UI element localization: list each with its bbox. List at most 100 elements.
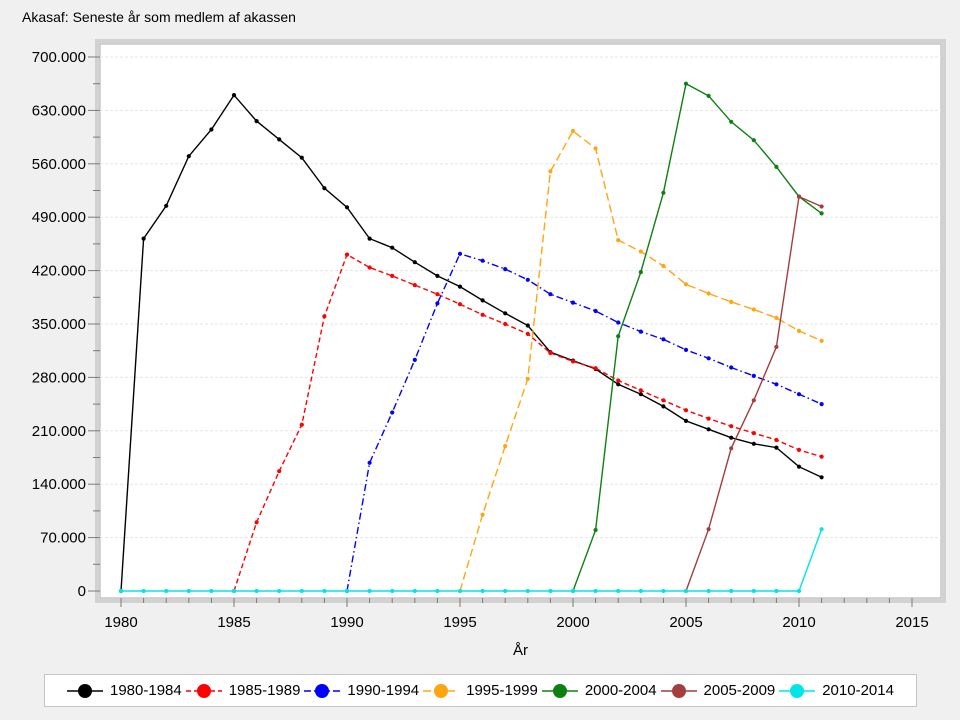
series-marker-2005-2009 <box>774 344 779 349</box>
series-marker-1980-1984 <box>638 392 643 397</box>
series-marker-2005-2009 <box>819 204 824 209</box>
x-tick-label: 1990 <box>330 614 363 631</box>
series-marker-1990-1994 <box>570 300 576 305</box>
series-marker-2000-2004 <box>593 527 598 533</box>
legend-item-2010-2014: 2010-2014 <box>779 682 894 699</box>
series-marker-2005-2009 <box>751 398 756 403</box>
series-marker-1995-1999 <box>819 338 824 343</box>
series-marker-2010-2014 <box>457 588 463 594</box>
series-marker-1980-1984 <box>209 127 214 132</box>
legend-label: 1995-1999 <box>466 682 538 699</box>
legend-dot <box>552 683 567 698</box>
series-marker-1980-1984 <box>457 284 463 289</box>
series-marker-2005-2009 <box>706 527 711 532</box>
series-marker-1990-1994 <box>503 267 508 272</box>
series-line-2010-2014 <box>121 528 823 592</box>
series-marker-2010-2014 <box>480 588 485 594</box>
series-marker-1985-1989 <box>729 424 734 429</box>
legend-label: 2005-2009 <box>703 682 776 699</box>
series-marker-2000-2004 <box>661 190 666 195</box>
series-marker-2010-2014 <box>435 588 440 594</box>
series-marker-2010-2014 <box>638 588 643 594</box>
series-marker-2010-2014 <box>186 588 191 594</box>
plot-frame-outer <box>95 39 946 603</box>
series-marker-1995-1999 <box>796 328 802 333</box>
series-marker-2010-2014 <box>344 588 350 594</box>
series-marker-2010-2014 <box>118 588 124 594</box>
series-marker-2000-2004 <box>774 164 779 169</box>
series-marker-1980-1984 <box>819 475 824 480</box>
series-2010-2014 <box>118 527 824 594</box>
series-marker-1985-1989 <box>706 416 711 421</box>
series-marker-2010-2014 <box>706 588 711 594</box>
series-marker-2010-2014 <box>412 588 417 594</box>
series-marker-2000-2004 <box>751 138 756 143</box>
gridlines <box>100 56 941 539</box>
series-marker-1985-1989 <box>344 252 350 257</box>
series-line-1980-1984 <box>120 93 822 592</box>
series-marker-1985-1989 <box>548 350 553 356</box>
series-marker-1980-1984 <box>412 260 417 265</box>
legend-marker-icon <box>185 683 222 698</box>
series-marker-2010-2014 <box>503 588 508 594</box>
plot-area: 0 70.000 140.000 210.000 280.000 350.000 420.0… <box>32 39 946 659</box>
y-tick-label: 210.000 <box>32 423 86 440</box>
x-tick-label: 1980 <box>104 614 137 631</box>
legend-item-1995-1999: 1995-1999 <box>423 682 538 699</box>
series-marker-1995-1999 <box>729 299 734 304</box>
series-marker-2010-2014 <box>254 588 259 594</box>
series-marker-1995-1999 <box>706 291 711 296</box>
series-marker-1980-1984 <box>186 154 191 159</box>
series-marker-2010-2014 <box>593 588 598 594</box>
series-marker-1980-1984 <box>367 236 372 241</box>
series-marker-1980-1984 <box>480 298 485 303</box>
series-marker-1980-1984 <box>141 236 146 241</box>
series-marker-1980-1984 <box>390 245 395 250</box>
legend-dot <box>671 683 686 698</box>
y-tick-label: 140.000 <box>32 476 86 493</box>
series-marker-2010-2014 <box>141 588 146 594</box>
y-tick-label: 700.000 <box>32 49 86 66</box>
series-marker-1990-1994 <box>480 258 485 263</box>
series-marker-1980-1984 <box>231 93 237 98</box>
series-marker-1985-1989 <box>367 265 372 270</box>
series-marker-1990-1994 <box>616 320 621 325</box>
y-tick-label: 420.000 <box>32 263 86 280</box>
series-marker-1995-1999 <box>525 376 530 381</box>
series-marker-1980-1984 <box>729 435 734 440</box>
series-marker-1995-1999 <box>661 263 666 269</box>
series-marker-1980-1984 <box>277 137 282 142</box>
series-marker-1980-1984 <box>751 441 756 446</box>
legend-dot <box>315 683 330 698</box>
series-marker-1985-1989 <box>638 388 643 393</box>
series-marker-1980-1984 <box>254 119 259 124</box>
series-marker-1990-1994 <box>412 357 417 362</box>
series-marker-2010-2014 <box>390 588 395 594</box>
x-tick-label: 2015 <box>895 614 928 631</box>
series-marker-2010-2014 <box>774 588 779 594</box>
series-marker-2000-2004 <box>638 270 643 275</box>
legend-marker-icon <box>67 683 103 698</box>
series-marker-1995-1999 <box>683 282 689 287</box>
series-marker-2010-2014 <box>819 527 824 532</box>
legend-marker-icon <box>423 683 460 698</box>
series-marker-1985-1989 <box>683 408 689 413</box>
y-tick-label: 0 <box>78 583 86 600</box>
series-marker-1985-1989 <box>525 331 530 336</box>
series-marker-1985-1989 <box>774 437 779 443</box>
x-tick-label: 2005 <box>669 614 702 631</box>
series-marker-1985-1989 <box>299 422 304 427</box>
series-marker-1980-1984 <box>322 186 327 191</box>
series-marker-1980-1984 <box>683 418 689 423</box>
series-marker-1995-1999 <box>616 238 621 243</box>
legend-label: 1980-1984 <box>110 682 182 699</box>
legend-item-2005-2009: 2005-2009 <box>660 682 776 699</box>
x-tick-label: 1995 <box>443 614 476 631</box>
series-marker-1980-1984 <box>344 205 350 210</box>
series-marker-1995-1999 <box>548 169 553 174</box>
series-marker-1985-1989 <box>435 292 440 297</box>
series-marker-1990-1994 <box>796 392 802 397</box>
series-marker-2000-2004 <box>819 211 824 216</box>
series-marker-2000-2004 <box>616 334 621 339</box>
legend-item-1980-1984: 1980-1984 <box>67 682 182 699</box>
